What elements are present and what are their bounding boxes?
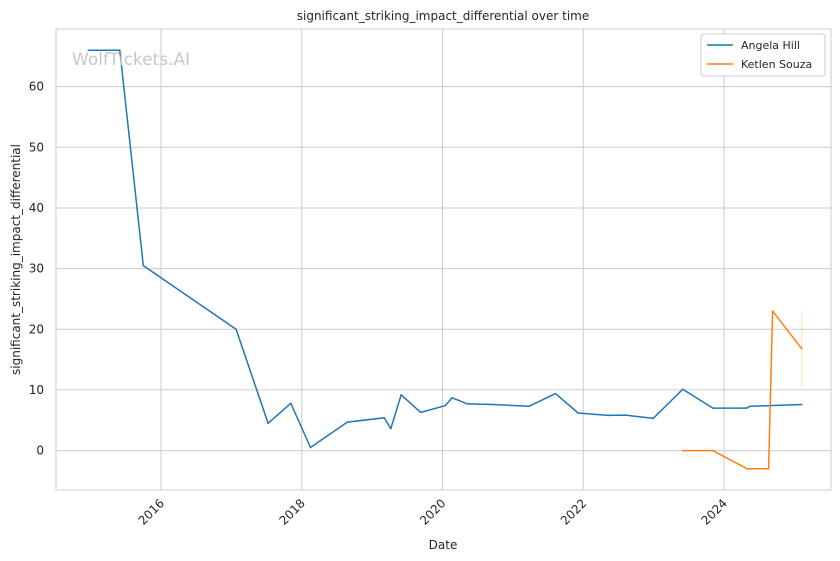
y-tick-label: 60 bbox=[29, 80, 44, 94]
data-point-angela-hill bbox=[267, 422, 269, 425]
y-tick-label: 10 bbox=[29, 383, 44, 397]
data-point-angela-hill bbox=[390, 427, 392, 430]
data-point-angela-hill bbox=[745, 407, 748, 409]
series-layer bbox=[87, 49, 803, 470]
data-point-angela-hill bbox=[309, 446, 312, 449]
series-line-ketlen-souza bbox=[682, 310, 803, 470]
data-point-angela-hill bbox=[652, 417, 654, 420]
legend-label-ketlen-souza: Ketlen Souza bbox=[741, 58, 812, 71]
data-point-ketlen-souza bbox=[681, 449, 684, 452]
data-point-angela-hill bbox=[749, 405, 751, 408]
data-point-angela-hill bbox=[800, 403, 803, 406]
data-point-angela-hill bbox=[554, 392, 557, 395]
y-tick-label: 40 bbox=[29, 201, 44, 215]
x-tick-label: 2024 bbox=[699, 496, 730, 527]
data-point-ketlen-souza bbox=[712, 449, 714, 452]
y-tick-label: 30 bbox=[29, 262, 44, 276]
y-axis-title: significant_striking_impact_differential bbox=[9, 144, 23, 375]
data-point-angela-hill bbox=[577, 412, 579, 414]
y-axis-ticks: 0 10 20 30 40 50 60 bbox=[29, 80, 44, 458]
data-point-angela-hill bbox=[492, 403, 494, 406]
y-tick-label: 50 bbox=[29, 140, 44, 154]
y-tick-label: 0 bbox=[36, 444, 44, 458]
data-point-ketlen-souza bbox=[767, 467, 770, 470]
data-point-angela-hill bbox=[346, 421, 349, 423]
x-tick-label: 2018 bbox=[276, 496, 307, 527]
chart-title: significant_striking_impact_differential… bbox=[297, 9, 589, 23]
data-point-angela-hill bbox=[466, 403, 469, 405]
data-point-angela-hill bbox=[400, 393, 403, 396]
data-point-angela-hill bbox=[419, 411, 422, 414]
data-point-angela-hill bbox=[681, 388, 684, 391]
data-point-angela-hill bbox=[142, 264, 145, 267]
data-point-angela-hill bbox=[118, 49, 121, 52]
legend: Angela Hill Ketlen Souza bbox=[700, 33, 826, 77]
data-point-ketlen-souza bbox=[800, 347, 803, 350]
watermark: WolfTickets.AI bbox=[72, 50, 190, 70]
data-point-angela-hill bbox=[290, 402, 292, 405]
x-axis-title: Date bbox=[429, 538, 458, 552]
data-point-angela-hill bbox=[528, 405, 530, 408]
x-tick-label: 2016 bbox=[136, 496, 167, 527]
data-point-angela-hill bbox=[235, 328, 237, 331]
legend-label-angela-hill: Angela Hill bbox=[741, 39, 800, 52]
data-point-angela-hill bbox=[383, 417, 386, 419]
data-point-angela-hill bbox=[625, 414, 627, 416]
y-grid bbox=[56, 86, 831, 452]
plot-area bbox=[55, 28, 832, 491]
y-tick-label: 20 bbox=[29, 322, 44, 336]
data-point-ketlen-souza bbox=[771, 310, 774, 312]
data-point-ketlen-souza bbox=[746, 467, 749, 470]
x-tick-label: 2020 bbox=[417, 496, 448, 527]
data-point-angela-hill bbox=[451, 397, 453, 399]
data-point-angela-hill bbox=[607, 414, 609, 417]
data-point-angela-hill bbox=[712, 407, 714, 409]
data-point-angela-hill bbox=[87, 49, 90, 52]
x-axis-ticks: 2016 2018 2020 2022 2024 bbox=[136, 496, 730, 527]
data-point-angela-hill bbox=[444, 404, 446, 407]
x-tick-label: 2022 bbox=[558, 496, 589, 527]
